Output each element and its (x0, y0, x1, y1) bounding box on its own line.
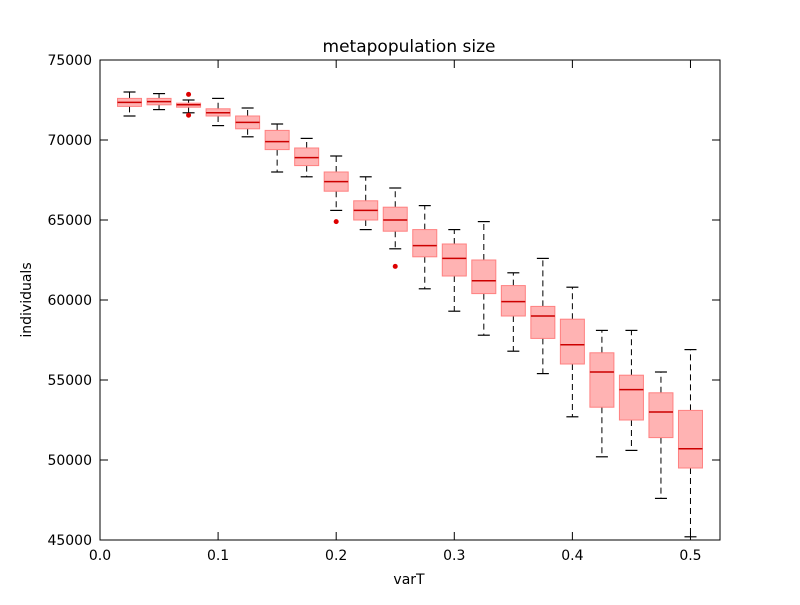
x-tick-label: 0.2 (325, 548, 347, 564)
box-3 (176, 91, 202, 118)
box-iqr (294, 147, 320, 167)
box-iqr (471, 259, 497, 295)
x-tick-label: 0.3 (443, 548, 465, 564)
box-iqr (530, 305, 556, 339)
box-iqr (618, 374, 644, 421)
box-13 (471, 221, 497, 336)
y-tick-label: 65000 (47, 213, 92, 229)
box-18 (618, 329, 644, 451)
outlier-point (392, 263, 398, 269)
x-axis-label: varT (393, 572, 425, 588)
box-1 (117, 91, 143, 117)
box-19 (648, 371, 674, 499)
box-16 (559, 286, 585, 418)
box-10 (382, 187, 408, 269)
box-15 (530, 257, 556, 375)
y-tick-label: 55000 (47, 373, 92, 389)
box-iqr (500, 285, 526, 317)
box-2 (146, 92, 172, 111)
box-11 (412, 205, 438, 290)
box-5 (235, 107, 261, 138)
box-8 (323, 155, 349, 225)
box-14 (500, 272, 526, 352)
plot-area (117, 91, 703, 538)
axes: 0.0 0.1 0.2 0.3 0.4 0.5 45000 50000 55000 60000 65… (47, 53, 721, 564)
box-20 (677, 349, 703, 538)
x-tick-label: 0.5 (679, 548, 701, 564)
outlier-point (333, 219, 339, 225)
y-tick-label: 50000 (47, 453, 92, 469)
x-tick-label: 0.1 (207, 548, 229, 564)
outlier-point (186, 91, 192, 97)
y-tick-label: 70000 (47, 133, 92, 149)
chart-title: metapopulation size (323, 37, 496, 57)
box-iqr (441, 243, 467, 277)
box-6 (264, 123, 290, 173)
x-tick-label: 0.0 (89, 548, 111, 564)
box-17 (589, 329, 615, 458)
plot-frame (99, 59, 721, 541)
box-iqr (559, 318, 585, 365)
box-iqr (412, 229, 438, 258)
y-axis-label: individuals (19, 262, 35, 337)
box-iqr (264, 129, 290, 151)
box-9 (353, 176, 379, 231)
y-tick-label: 75000 (47, 53, 92, 69)
outlier-point (186, 112, 192, 118)
box-iqr (589, 352, 615, 408)
y-tick-label: 60000 (47, 293, 92, 309)
box-7 (294, 137, 320, 178)
x-tick-label: 0.4 (561, 548, 583, 564)
box-4 (205, 97, 231, 127)
box-iqr (677, 409, 703, 469)
y-tick-label: 45000 (47, 533, 92, 549)
box-12 (441, 229, 467, 312)
box-iqr (648, 392, 674, 439)
box-iqr (382, 206, 408, 232)
